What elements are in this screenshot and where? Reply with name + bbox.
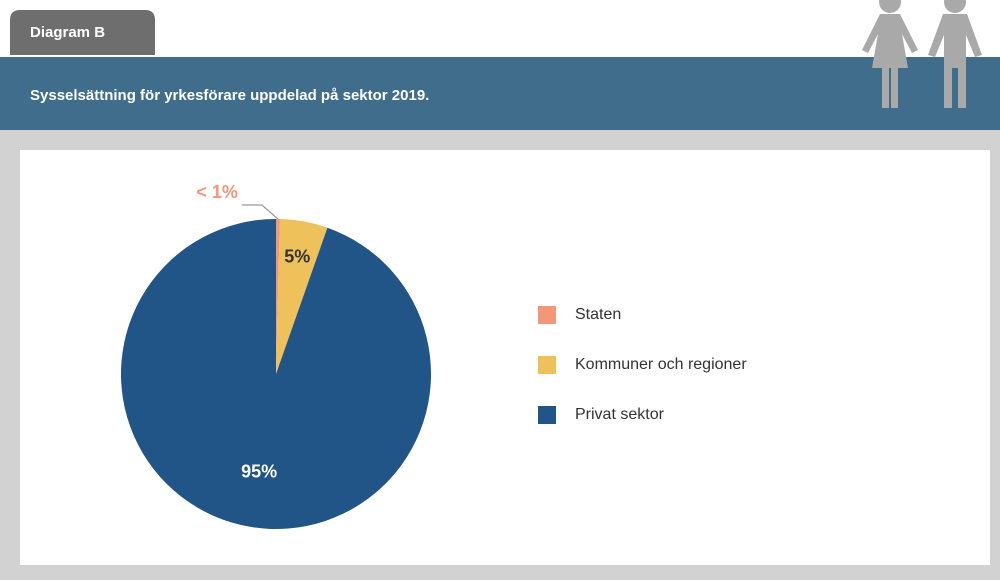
leader-line [241,204,279,220]
legend-swatch [538,306,556,324]
people-icon [862,0,982,108]
tab [10,10,155,55]
data-label: 5% [284,247,310,267]
tab-label: Diagram B [30,24,105,41]
legend-label: Kommuner och regioner [575,356,747,373]
pie-slice [121,219,432,529]
legend-swatch [538,406,556,424]
data-label: < 1% [196,182,238,202]
legend-swatch [538,356,556,374]
legend-label: Privat sektor [575,406,665,423]
header-band [0,57,1000,130]
pie-slice [276,219,280,374]
chart-title: Sysselsättning för yrkesförare uppdelad … [30,87,429,104]
pie-slice [276,219,328,374]
data-label: 95% [241,461,277,481]
legend-label: Staten [575,306,621,323]
